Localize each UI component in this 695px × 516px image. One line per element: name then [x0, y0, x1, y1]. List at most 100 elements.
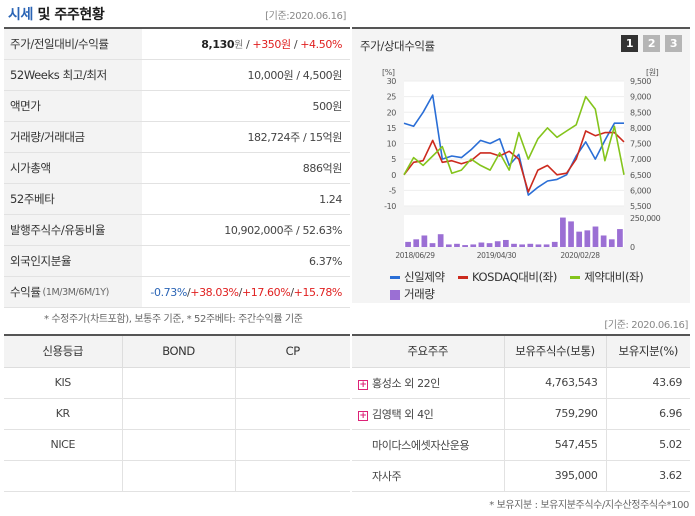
volume-bar [511, 243, 517, 247]
volume-bar [551, 241, 558, 247]
expand-icon[interactable]: + [358, 410, 368, 421]
series-line [403, 95, 625, 176]
volume-tick-label: 250,000 [630, 214, 661, 223]
volume-bar [503, 239, 509, 247]
holder-name-cell: + 김영택 외 4인 [352, 398, 504, 430]
y-left-tick-label: 5 [391, 155, 396, 164]
y-left-tick-label: 10 [387, 140, 397, 149]
table-cell: 6.96 [605, 398, 690, 430]
credit-rating-table: 신용등급 BOND CP KIS KR NICE [4, 334, 350, 492]
quote-value: 10,000원 / 4,500원 [247, 69, 342, 82]
y-right-tick-label: 7,000 [630, 155, 651, 164]
y-left-unit: [%] [382, 68, 395, 77]
quote-value: 1.24 [319, 192, 342, 206]
table-row: + 김영택 외 4인 759,290 6.96 [352, 398, 690, 430]
volume-bar [462, 245, 468, 247]
quote-key: 52주베타 [4, 184, 142, 214]
quote-key: 액면가 [4, 91, 142, 121]
quote-key: 시가총액 [4, 153, 142, 183]
table-cell [121, 460, 235, 492]
quote-key: 주가/전일대비/수익률 [4, 29, 142, 59]
quote-value: 500원 [312, 100, 342, 113]
volume-bar [429, 243, 436, 247]
chart-title: 주가/상대수익률 [360, 39, 435, 53]
table-header-row: 신용등급 BOND CP [4, 335, 350, 368]
table-row: + 홍성소 외 22인 4,763,543 43.69 [352, 367, 690, 399]
table-cell [121, 398, 235, 430]
legend-item: KOSDAQ대비(좌) [458, 269, 557, 286]
table-cell: 547,455 [503, 429, 606, 461]
y-right-tick-label: 5,500 [630, 202, 651, 211]
quote-value: 8,130원 / +350원 / +4.50% [201, 38, 342, 51]
table-header-row: 주요주주 보유주식수(보통) 보유지분(%) [352, 335, 690, 368]
volume-tick-label: 0 [630, 243, 635, 252]
chart-legend: 신일제약 KOSDAQ대비(좌) 제약대비(좌) 거래량 [390, 267, 680, 305]
y-right-tick-label: 6,500 [630, 171, 651, 180]
chart-panel: 주가/상대수익률 1 2 3 [%] [원] 30 9,500 25 9,000 20 8,5… [352, 27, 690, 303]
holders-basis-date: [기준: 2020.06.16] [604, 320, 688, 331]
table-cell [234, 429, 350, 461]
column-header: 보유주식수(보통) [503, 335, 606, 368]
y-left-tick-label: 15 [387, 124, 397, 133]
page-button-2[interactable]: 2 [643, 35, 660, 52]
table-cell [4, 460, 122, 492]
y-left-tick-label: 0 [391, 171, 396, 180]
table-cell [121, 367, 235, 399]
volume-bar [478, 242, 485, 247]
y-left-tick-label: 25 [387, 93, 397, 102]
table-cell: 395,000 [503, 460, 606, 492]
y-right-tick-label: 9,000 [630, 93, 651, 102]
quote-footnote: * 수정주가(차트포함), 보통주 기준, * 52주베타: 주간수익률 기준 [44, 314, 303, 325]
quote-row-foreign: 외국인지분율 6.37% [4, 246, 350, 277]
volume-bar [527, 243, 534, 247]
holder-name-cell: 자사주 [352, 460, 504, 492]
x-tick-label: 2018/06/29 [395, 251, 435, 260]
holders-footnote: * 보유지분 : 보유지분주식수/지수산정주식수*100 [489, 500, 689, 511]
table-row [4, 460, 350, 492]
quote-key: 거래량/거래대금 [4, 122, 142, 152]
expand-icon[interactable]: + [358, 379, 368, 390]
volume-bar [494, 241, 501, 247]
volume-bar [421, 235, 428, 247]
volume-bar [470, 244, 477, 247]
table-cell [234, 367, 350, 399]
volume-bar [454, 243, 460, 247]
column-header: 보유지분(%) [605, 335, 690, 368]
volume-bar [584, 230, 591, 247]
page-button-3[interactable]: 3 [665, 35, 682, 52]
table-cell: KR [4, 398, 122, 430]
page-button-1[interactable]: 1 [621, 35, 638, 52]
legend-swatch [390, 276, 400, 279]
volume-area [404, 215, 624, 247]
table-row: NICE [4, 429, 350, 461]
volume-bar [519, 244, 525, 247]
table-cell [234, 398, 350, 430]
quote-value: 6.37% [309, 254, 342, 268]
table-cell: NICE [4, 429, 122, 461]
series-line [403, 130, 625, 193]
holder-name-cell: + 홍성소 외 22인 [352, 367, 504, 399]
legend-item: 거래량 [390, 286, 435, 303]
table-cell: KIS [4, 367, 122, 399]
volume-bar [535, 244, 542, 247]
table-row: 마이다스에셋자산운용 547,455 5.02 [352, 429, 690, 461]
quote-key: 수익률 (1M/3M/6M/1Y) [4, 277, 142, 307]
y-right-tick-label: 7,500 [630, 140, 651, 149]
quote-value: 10,902,000주 / 52.63% [224, 224, 342, 237]
volume-bar [405, 241, 411, 247]
y-right-tick-label: 8,000 [630, 124, 651, 133]
quote-row-par: 액면가 500원 [4, 91, 350, 122]
y-left-tick-label: -10 [384, 202, 396, 211]
legend-item: 신일제약 [390, 269, 445, 286]
quote-row-price: 주가/전일대비/수익률 8,130원 / +350원 / +4.50% [4, 29, 350, 60]
quote-value: 886억원 [302, 162, 343, 175]
y-right-tick-label: 9,500 [630, 77, 651, 86]
table-cell [121, 429, 235, 461]
shareholder-table: 주요주주 보유주식수(보통) 보유지분(%) + 홍성소 외 22인 4,763,… [352, 334, 690, 492]
price-chart: [%] [원] 30 9,500 25 9,000 20 8,500 15 8,000 10 7,50… [382, 68, 661, 260]
section-header: 시세 및 주주현황 [기준:2020.06.16] [0, 0, 350, 26]
chart-pager: 1 2 3 [621, 35, 682, 52]
volume-bar [592, 226, 599, 247]
legend-item: 제약대비(좌) [570, 269, 644, 286]
volume-bar [568, 221, 574, 247]
